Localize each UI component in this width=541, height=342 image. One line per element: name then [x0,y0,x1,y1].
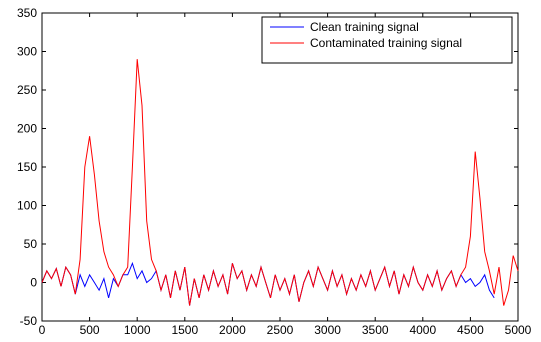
x-tick-label: 1000 [124,323,151,337]
x-tick-label: 500 [80,323,100,337]
x-tick-label: 0 [39,323,46,337]
y-tick-label: -50 [20,314,38,328]
legend-label: Clean training signal [310,20,419,34]
x-tick-label: 2500 [267,323,294,337]
y-tick-label: 0 [30,276,37,290]
x-tick-label: 2000 [219,323,246,337]
y-tick-label: 200 [17,122,37,136]
legend: Clean training signal Contaminated traini… [261,16,513,64]
x-tick-label: 5000 [505,323,532,337]
y-tick-label: 300 [17,45,37,59]
y-tick-label: 350 [17,6,37,20]
y-tick-label: 250 [17,83,37,97]
y-tick-label: 150 [17,160,37,174]
x-tick-label: 3000 [314,323,341,337]
x-tick-label: 4000 [409,323,436,337]
y-tick-label: 50 [24,237,38,251]
plot-area [41,12,519,322]
x-tick-label: 3500 [362,323,389,337]
series-line [41,59,519,306]
y-tick-label: 100 [17,199,37,213]
x-tick-label: 1500 [171,323,198,337]
x-tick-label: 4500 [457,323,484,337]
legend-box [261,16,513,64]
legend-label: Contaminated training signal [310,36,462,50]
